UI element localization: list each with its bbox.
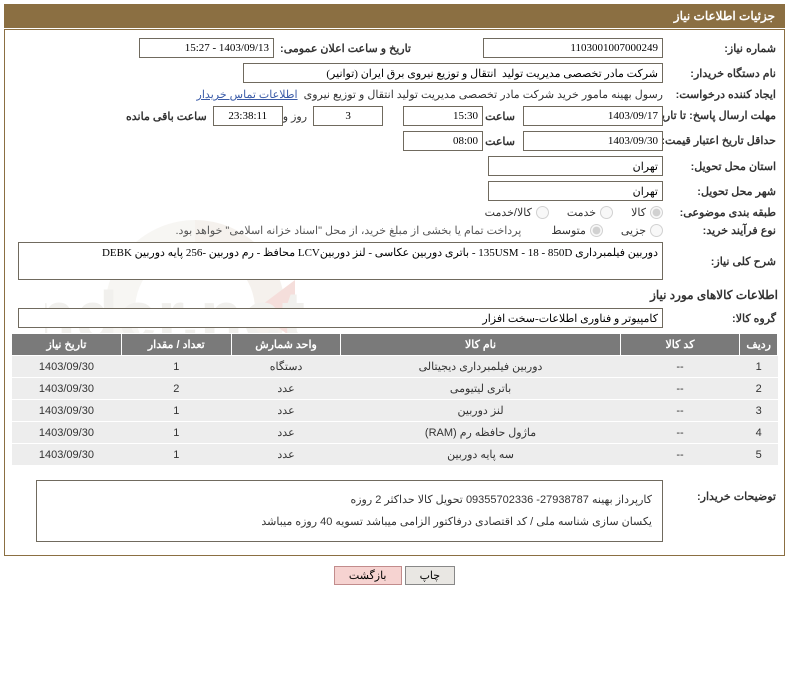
pt-small-radio: [650, 224, 663, 237]
cell-row: 2: [740, 378, 778, 400]
cell-date: 1403/09/30: [12, 356, 122, 378]
days-remaining-input: [313, 106, 383, 126]
cell-code: --: [620, 422, 740, 444]
print-button[interactable]: چاپ: [405, 566, 456, 585]
buyer-desc-box: کارپرداز بهینه 27938787- 09355702336 تحو…: [36, 480, 663, 542]
cell-code: --: [620, 356, 740, 378]
cell-name: دوربین فیلمبرداری دیجیتالی: [341, 356, 620, 378]
cell-unit: دستگاه: [231, 356, 341, 378]
need-no-input: [483, 38, 663, 58]
city-input: [488, 181, 663, 201]
province-label: استان محل تحویل:: [663, 160, 778, 173]
cat-both-radio: [536, 206, 549, 219]
cell-name: باتری لیتیومی: [341, 378, 620, 400]
cell-qty: 1: [121, 422, 231, 444]
remaining-suffix: ساعت باقی مانده: [126, 110, 213, 123]
panel-header: جزئیات اطلاعات نیاز: [4, 4, 785, 28]
cell-qty: 1: [121, 356, 231, 378]
table-row: 1--دوربین فیلمبرداری دیجیتالیدستگاه11403…: [12, 356, 778, 378]
need-no-label: شماره نیاز:: [663, 42, 778, 55]
th-code: کد کالا: [620, 334, 740, 356]
cat-service-label: خدمت: [567, 206, 596, 219]
announce-input: [139, 38, 274, 58]
pt-small-label: جزیی: [621, 224, 646, 237]
th-qty: تعداد / مقدار: [121, 334, 231, 356]
cell-unit: عدد: [231, 378, 341, 400]
validity-time-input: [403, 131, 483, 151]
cell-unit: عدد: [231, 422, 341, 444]
cell-date: 1403/09/30: [12, 378, 122, 400]
cell-qty: 1: [121, 444, 231, 466]
cell-row: 3: [740, 400, 778, 422]
cell-code: --: [620, 378, 740, 400]
cell-date: 1403/09/30: [12, 444, 122, 466]
cell-date: 1403/09/30: [12, 422, 122, 444]
cat-goods-label: کالا: [631, 206, 646, 219]
group-label: گروه کالا:: [663, 312, 778, 325]
items-section-title: اطلاعات کالاهای مورد نیاز: [11, 288, 778, 302]
city-label: شهر محل تحویل:: [663, 185, 778, 198]
cell-qty: 1: [121, 400, 231, 422]
cell-date: 1403/09/30: [12, 400, 122, 422]
buyer-org-input: [243, 63, 663, 83]
buyer-desc-line1: کارپرداز بهینه 27938787- 09355702336 تحو…: [47, 489, 652, 511]
hms-remaining-input: [213, 106, 283, 126]
th-date: تاریخ نیاز: [12, 334, 122, 356]
cell-unit: عدد: [231, 444, 341, 466]
table-row: 2--باتری لیتیومیعدد21403/09/30: [12, 378, 778, 400]
cell-row: 4: [740, 422, 778, 444]
validity-label: حداقل تاریخ اعتبار قیمت: تا تاریخ:: [663, 135, 778, 147]
th-row: ردیف: [740, 334, 778, 356]
table-row: 3--لنز دوربینعدد11403/09/30: [12, 400, 778, 422]
th-unit: واحد شمارش: [231, 334, 341, 356]
cell-row: 5: [740, 444, 778, 466]
cell-name: ماژول حافظه رم (RAM): [341, 422, 620, 444]
back-button[interactable]: بازگشت: [334, 566, 402, 585]
cell-name: لنز دوربین: [341, 400, 620, 422]
buyer-org-label: نام دستگاه خریدار:: [663, 67, 778, 80]
hour-label-2: ساعت: [483, 135, 517, 148]
category-label: طبقه بندی موضوعی:: [663, 206, 778, 219]
overview-textarea[interactable]: [18, 242, 663, 280]
cat-service-radio: [600, 206, 613, 219]
cell-qty: 2: [121, 378, 231, 400]
deadline-label: مهلت ارسال پاسخ: تا تاریخ:: [663, 110, 778, 122]
buyer-desc-label: توضیحات خریدار:: [663, 474, 778, 503]
th-name: نام کالا: [341, 334, 620, 356]
hour-label-1: ساعت: [483, 110, 517, 123]
table-row: 5--سه پایه دوربینعدد11403/09/30: [12, 444, 778, 466]
purchase-type-label: نوع فرآیند خرید:: [663, 224, 778, 237]
requester-text: رسول بهینه مامور خرید شرکت مادر تخصصی مد…: [304, 88, 663, 101]
requester-label: ایجاد کننده درخواست:: [663, 88, 778, 101]
deadline-time-input: [403, 106, 483, 126]
validity-date-input: [523, 131, 663, 151]
cat-goods-radio: [650, 206, 663, 219]
pt-medium-label: متوسط: [551, 224, 586, 237]
purchase-note: پرداخت تمام یا بخشی از مبلغ خرید، از محل…: [176, 224, 522, 237]
overview-label: شرح کلی نیاز:: [663, 255, 778, 268]
items-table: ردیف کد کالا نام کالا واحد شمارش تعداد /…: [11, 333, 778, 466]
table-row: 4--ماژول حافظه رم (RAM)عدد11403/09/30: [12, 422, 778, 444]
pt-medium-radio: [590, 224, 603, 237]
deadline-date-input: [523, 106, 663, 126]
province-input: [488, 156, 663, 176]
group-input: [18, 308, 663, 328]
cell-name: سه پایه دوربین: [341, 444, 620, 466]
cell-unit: عدد: [231, 400, 341, 422]
buyer-contact-link[interactable]: اطلاعات تماس خریدار: [197, 88, 304, 101]
cell-code: --: [620, 444, 740, 466]
cell-row: 1: [740, 356, 778, 378]
cell-code: --: [620, 400, 740, 422]
buyer-desc-line2: یکسان سازی شناسه ملی / کد اقتصادی درفاکت…: [47, 511, 652, 533]
announce-label: تاریخ و ساعت اعلان عمومی:: [278, 42, 413, 55]
cat-both-label: کالا/خدمت: [485, 206, 532, 219]
days-label: روز و: [283, 110, 307, 123]
